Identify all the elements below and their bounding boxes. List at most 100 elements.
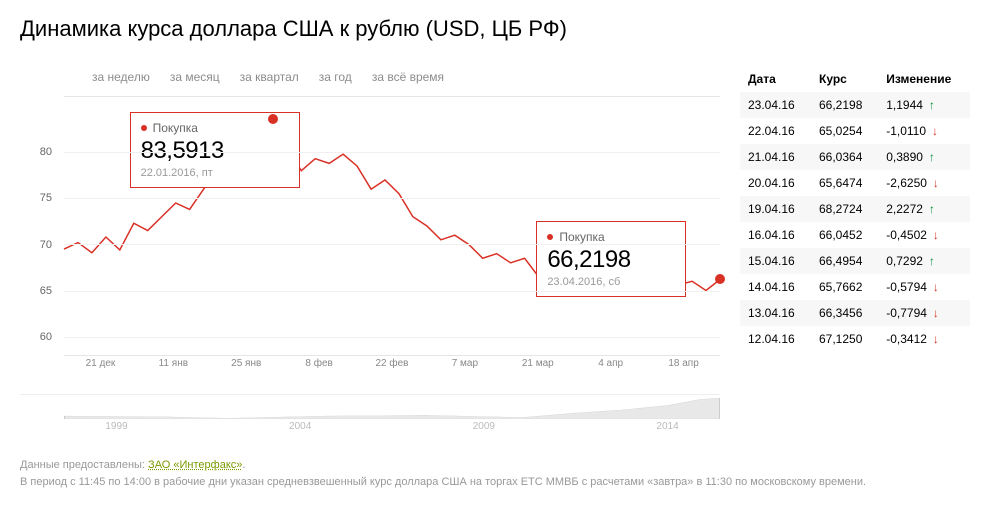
cell-change-wrap: -0,5794 ↓: [878, 274, 970, 300]
overview-x-tick: 1999: [105, 421, 127, 432]
cell-date: 21.04.16: [740, 144, 811, 170]
overview-x-tick: 2004: [289, 421, 311, 432]
cell-change: -2,6250: [886, 176, 927, 190]
tooltip-label: Покупка: [559, 230, 604, 244]
range-tab[interactable]: за месяц: [160, 66, 230, 88]
x-tick-label: 22 фев: [375, 358, 408, 369]
cell-change-wrap: -0,7794 ↓: [878, 300, 970, 326]
overview-chart[interactable]: 1999 2004 2009 2014: [20, 394, 720, 435]
cell-change-wrap: -1,0110↓: [878, 118, 970, 144]
table-row: 13.04.1666,3456 -0,7794 ↓: [740, 300, 970, 326]
y-tick-label: 80: [40, 146, 52, 158]
cell-change-wrap: -0,4502 ↓: [878, 222, 970, 248]
cell-change: -0,5794: [886, 280, 927, 294]
cell-change-wrap: -0,3412↓: [878, 326, 970, 352]
cell-date: 23.04.16: [740, 92, 811, 118]
chart-marker: [268, 114, 278, 124]
cell-date: 15.04.16: [740, 248, 811, 274]
table-row: 20.04.1665,6474 -2,6250 ↓: [740, 170, 970, 196]
cell-rate: 65,7662: [811, 274, 878, 300]
tooltip-value: 66,2198: [547, 246, 675, 274]
overview-x-tick: 2014: [656, 421, 678, 432]
cell-change: -0,4502: [886, 228, 927, 242]
range-tabs: за неделюза месяцза кварталза годза всё …: [82, 66, 720, 88]
chart-marker: [715, 274, 725, 284]
table-row: 22.04.1665,0254-1,0110↓: [740, 118, 970, 144]
cell-change-wrap: -2,6250 ↓: [878, 170, 970, 196]
cell-rate: 68,2724: [811, 196, 878, 222]
cell-change: 0,7292: [886, 254, 923, 268]
arrow-up-icon: ↑: [929, 254, 935, 268]
cell-rate: 65,0254: [811, 118, 878, 144]
table-header: Изменение: [878, 66, 970, 92]
x-tick-label: 8 фев: [305, 358, 332, 369]
x-tick-label: 18 апр: [668, 358, 698, 369]
range-tab[interactable]: за неделю: [82, 66, 160, 88]
arrow-down-icon: ↓: [933, 306, 939, 320]
y-tick-label: 70: [40, 239, 52, 251]
table-row: 19.04.1668,27242,2272↑: [740, 196, 970, 222]
cell-change-wrap: 0,7292 ↑: [878, 248, 970, 274]
page-title: Динамика курса доллара США к рублю (USD,…: [20, 16, 970, 42]
source-link[interactable]: ЗАО «Интерфакс»: [148, 459, 242, 471]
tooltip-date: 22.01.2016, пт: [141, 167, 289, 179]
table-header: Курс: [811, 66, 878, 92]
cell-rate: 66,4954: [811, 248, 878, 274]
cell-date: 13.04.16: [740, 300, 811, 326]
table-row: 21.04.1666,0364 0,3890 ↑: [740, 144, 970, 170]
cell-change: 0,3890: [886, 150, 923, 164]
arrow-up-icon: ↑: [929, 202, 935, 216]
x-tick-label: 21 мар: [522, 358, 554, 369]
overview-x-tick: 2009: [473, 421, 495, 432]
cell-date: 22.04.16: [740, 118, 811, 144]
range-tab[interactable]: за всё время: [362, 66, 454, 88]
cell-change: 1,1944: [886, 98, 923, 112]
arrow-down-icon: ↓: [933, 332, 939, 346]
tooltip-date: 23.04.2016, сб: [547, 276, 675, 288]
range-tab[interactable]: за год: [309, 66, 362, 88]
arrow-up-icon: ↑: [929, 150, 935, 164]
table-row: 15.04.1666,4954 0,7292 ↑: [740, 248, 970, 274]
x-tick-label: 21 дек: [86, 358, 116, 369]
cell-rate: 66,0452: [811, 222, 878, 248]
chart-tooltip-last: Покупка 66,2198 23.04.2016, сб: [536, 221, 686, 297]
cell-date: 12.04.16: [740, 326, 811, 352]
range-tab[interactable]: за квартал: [230, 66, 309, 88]
x-tick-label: 25 янв: [231, 358, 261, 369]
cell-change-wrap: 0,3890 ↑: [878, 144, 970, 170]
y-tick-label: 60: [40, 331, 52, 343]
dot-icon: [141, 125, 147, 131]
x-tick-label: 11 янв: [159, 358, 188, 369]
arrow-down-icon: ↓: [933, 228, 939, 242]
rate-table: ДатаКурсИзменение 23.04.1666,2198 1,1944 ↑…: [740, 66, 970, 352]
cell-change: -0,7794: [886, 306, 927, 320]
dot-icon: [547, 234, 553, 240]
cell-date: 16.04.16: [740, 222, 811, 248]
x-tick-label: 7 мар: [452, 358, 478, 369]
cell-rate: 67,1250: [811, 326, 878, 352]
rate-chart: 6065707580 Покупка 83,5913 22.01.2016, п…: [20, 96, 720, 376]
table-row: 12.04.1667,1250-0,3412↓: [740, 326, 970, 352]
cell-date: 20.04.16: [740, 170, 811, 196]
arrow-down-icon: ↓: [933, 280, 939, 294]
footer-note: Данные предоставлены: ЗАО «Интерфакс». В…: [20, 457, 970, 490]
cell-rate: 65,6474: [811, 170, 878, 196]
tooltip-label: Покупка: [153, 121, 198, 135]
cell-rate: 66,3456: [811, 300, 878, 326]
cell-date: 14.04.16: [740, 274, 811, 300]
cell-change-wrap: 2,2272↑: [878, 196, 970, 222]
arrow-down-icon: ↓: [933, 176, 939, 190]
arrow-up-icon: ↑: [929, 98, 935, 112]
cell-date: 19.04.16: [740, 196, 811, 222]
cell-change: -1,0110: [886, 124, 926, 138]
table-row: 14.04.1665,7662 -0,5794 ↓: [740, 274, 970, 300]
y-tick-label: 65: [40, 285, 52, 297]
cell-rate: 66,2198: [811, 92, 878, 118]
table-row: 16.04.1666,0452 -0,4502 ↓: [740, 222, 970, 248]
x-tick-label: 4 апр: [598, 358, 623, 369]
cell-rate: 66,0364: [811, 144, 878, 170]
table-header: Дата: [740, 66, 811, 92]
y-tick-label: 75: [40, 192, 52, 204]
cell-change-wrap: 1,1944 ↑: [878, 92, 970, 118]
table-row: 23.04.1666,2198 1,1944 ↑: [740, 92, 970, 118]
